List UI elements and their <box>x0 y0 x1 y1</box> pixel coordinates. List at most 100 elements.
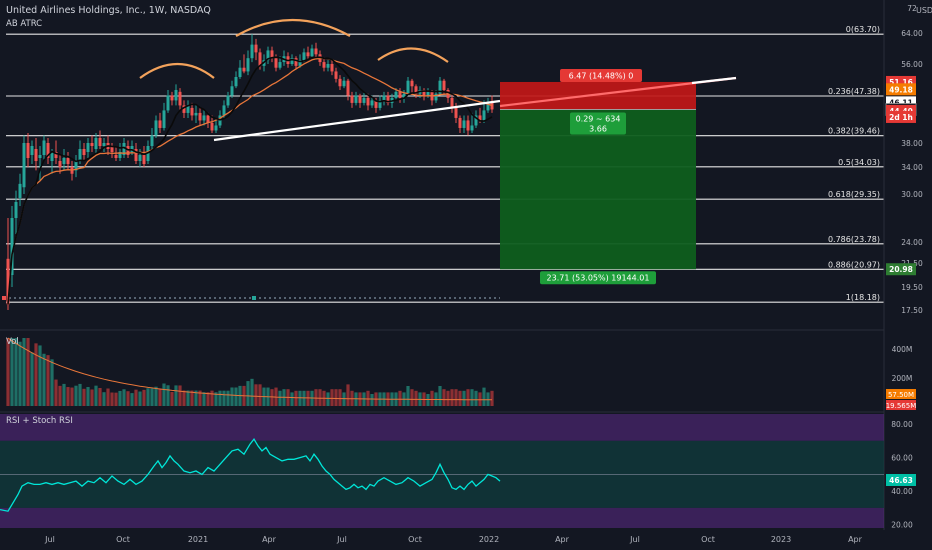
take-profit-zone <box>500 109 696 270</box>
volume-bar <box>482 387 486 406</box>
volume-bar <box>438 385 442 406</box>
candle-body <box>302 52 306 61</box>
volume-badge <box>886 389 916 399</box>
volume-bar <box>118 390 122 406</box>
volume-bar <box>330 389 334 406</box>
volume-tick-label: 400M <box>892 345 913 354</box>
volume-bar <box>34 343 38 406</box>
price-tick-label: 30.00 <box>901 190 923 199</box>
candle-body <box>222 105 226 116</box>
price-tick-label: 34.00 <box>901 163 923 172</box>
candle-body <box>382 95 386 101</box>
candle-body <box>454 107 458 118</box>
candle-body <box>14 202 18 218</box>
candle-body <box>330 64 334 72</box>
volume-bar <box>114 392 118 406</box>
candle-body <box>10 218 14 275</box>
moving-average-slow <box>7 57 493 305</box>
trendline-projection-tail <box>691 76 737 85</box>
volume-badge-text: 57.50M <box>888 391 914 399</box>
volume-bar <box>294 390 298 406</box>
candle-body <box>202 115 206 121</box>
volume-bar <box>314 389 318 406</box>
volume-bar <box>18 341 22 406</box>
volume-bar <box>134 389 138 406</box>
candle-body <box>206 115 210 123</box>
time-tick-label: Jul <box>336 535 347 544</box>
volume-bar <box>486 392 490 406</box>
volume-bar <box>194 390 198 406</box>
volume-badge <box>886 400 916 410</box>
price-tick-label: 64.00 <box>901 29 923 38</box>
position-tool[interactable] <box>500 81 696 270</box>
volume-bar <box>478 392 482 406</box>
volume-bar <box>318 389 322 406</box>
candle-body <box>78 149 82 161</box>
candle-body <box>250 44 254 59</box>
volume-bar <box>278 390 282 406</box>
volume-bar <box>54 379 58 406</box>
candle-body <box>6 258 10 305</box>
candle-body <box>142 155 146 164</box>
moving-averages <box>7 56 493 305</box>
volume-bar <box>122 389 126 406</box>
fibonacci-retracement[interactable]: 0(63.70) 0.236(47.38) 0.382(39.46) 0.5(34.0… <box>2 25 884 303</box>
volume-bar <box>182 390 186 406</box>
candle-body <box>426 91 430 96</box>
candle-body <box>22 143 26 188</box>
candle-body <box>50 152 54 161</box>
candle-body <box>178 91 182 106</box>
volume-bar <box>470 389 474 406</box>
price-tick-label: 24.00 <box>901 238 923 247</box>
volume-bar <box>414 390 418 406</box>
price-badge <box>886 83 916 96</box>
price-badge <box>886 110 916 123</box>
volume-bar <box>222 390 226 406</box>
volume-moving-average <box>7 337 492 401</box>
candle-body <box>362 97 366 103</box>
rsi-current-text: 46.63 <box>889 476 913 485</box>
volume-bar <box>6 338 10 406</box>
candle-body <box>338 78 342 87</box>
time-axis[interactable]: Jul Oct 2021 Apr Jul Oct 2022 Apr Jul Oct 2023 Apr <box>44 535 862 544</box>
candle-body <box>334 71 338 79</box>
candle-body <box>122 143 126 155</box>
volume-bar <box>450 389 454 406</box>
time-tick-label: 2021 <box>188 535 208 544</box>
entry-label-line-2: 3.66 <box>589 124 607 133</box>
time-tick-label: Apr <box>555 535 570 544</box>
head-arc <box>235 18 351 37</box>
volume-bar <box>466 389 470 406</box>
candle-body <box>194 112 198 116</box>
volume-bar <box>490 390 494 406</box>
drawings[interactable] <box>139 18 737 142</box>
candle-body <box>94 137 98 149</box>
currency-label: USD <box>916 6 932 15</box>
volume-bar <box>446 390 450 406</box>
price-tick-label: 72 <box>907 4 917 13</box>
volume-bars: 400M 200M 57.50M 19.565M <box>6 337 916 410</box>
rsi-current-badge <box>886 474 916 487</box>
candle-body <box>74 161 78 171</box>
rsi-oversold-band <box>0 507 884 528</box>
price-tick-label: 38.00 <box>901 139 923 148</box>
volume-bar <box>86 387 90 406</box>
candle-body <box>90 143 94 146</box>
volume-bar <box>14 338 18 406</box>
candle-body <box>234 76 238 87</box>
candle-body <box>462 120 466 128</box>
volume-bar <box>174 385 178 406</box>
candle-body <box>298 60 302 66</box>
candle-body <box>398 91 402 98</box>
volume-bar <box>38 345 42 406</box>
candle-body <box>162 110 166 128</box>
candle-body <box>214 125 218 131</box>
time-tick-label: 2022 <box>479 535 499 544</box>
moving-average-fast <box>7 56 493 305</box>
indicator-dot <box>2 296 6 300</box>
candle-body <box>238 67 242 77</box>
candle-body <box>350 95 354 103</box>
candle-body <box>358 95 362 103</box>
rsi-line <box>0 437 501 512</box>
shoulder-arc-left <box>139 62 215 79</box>
